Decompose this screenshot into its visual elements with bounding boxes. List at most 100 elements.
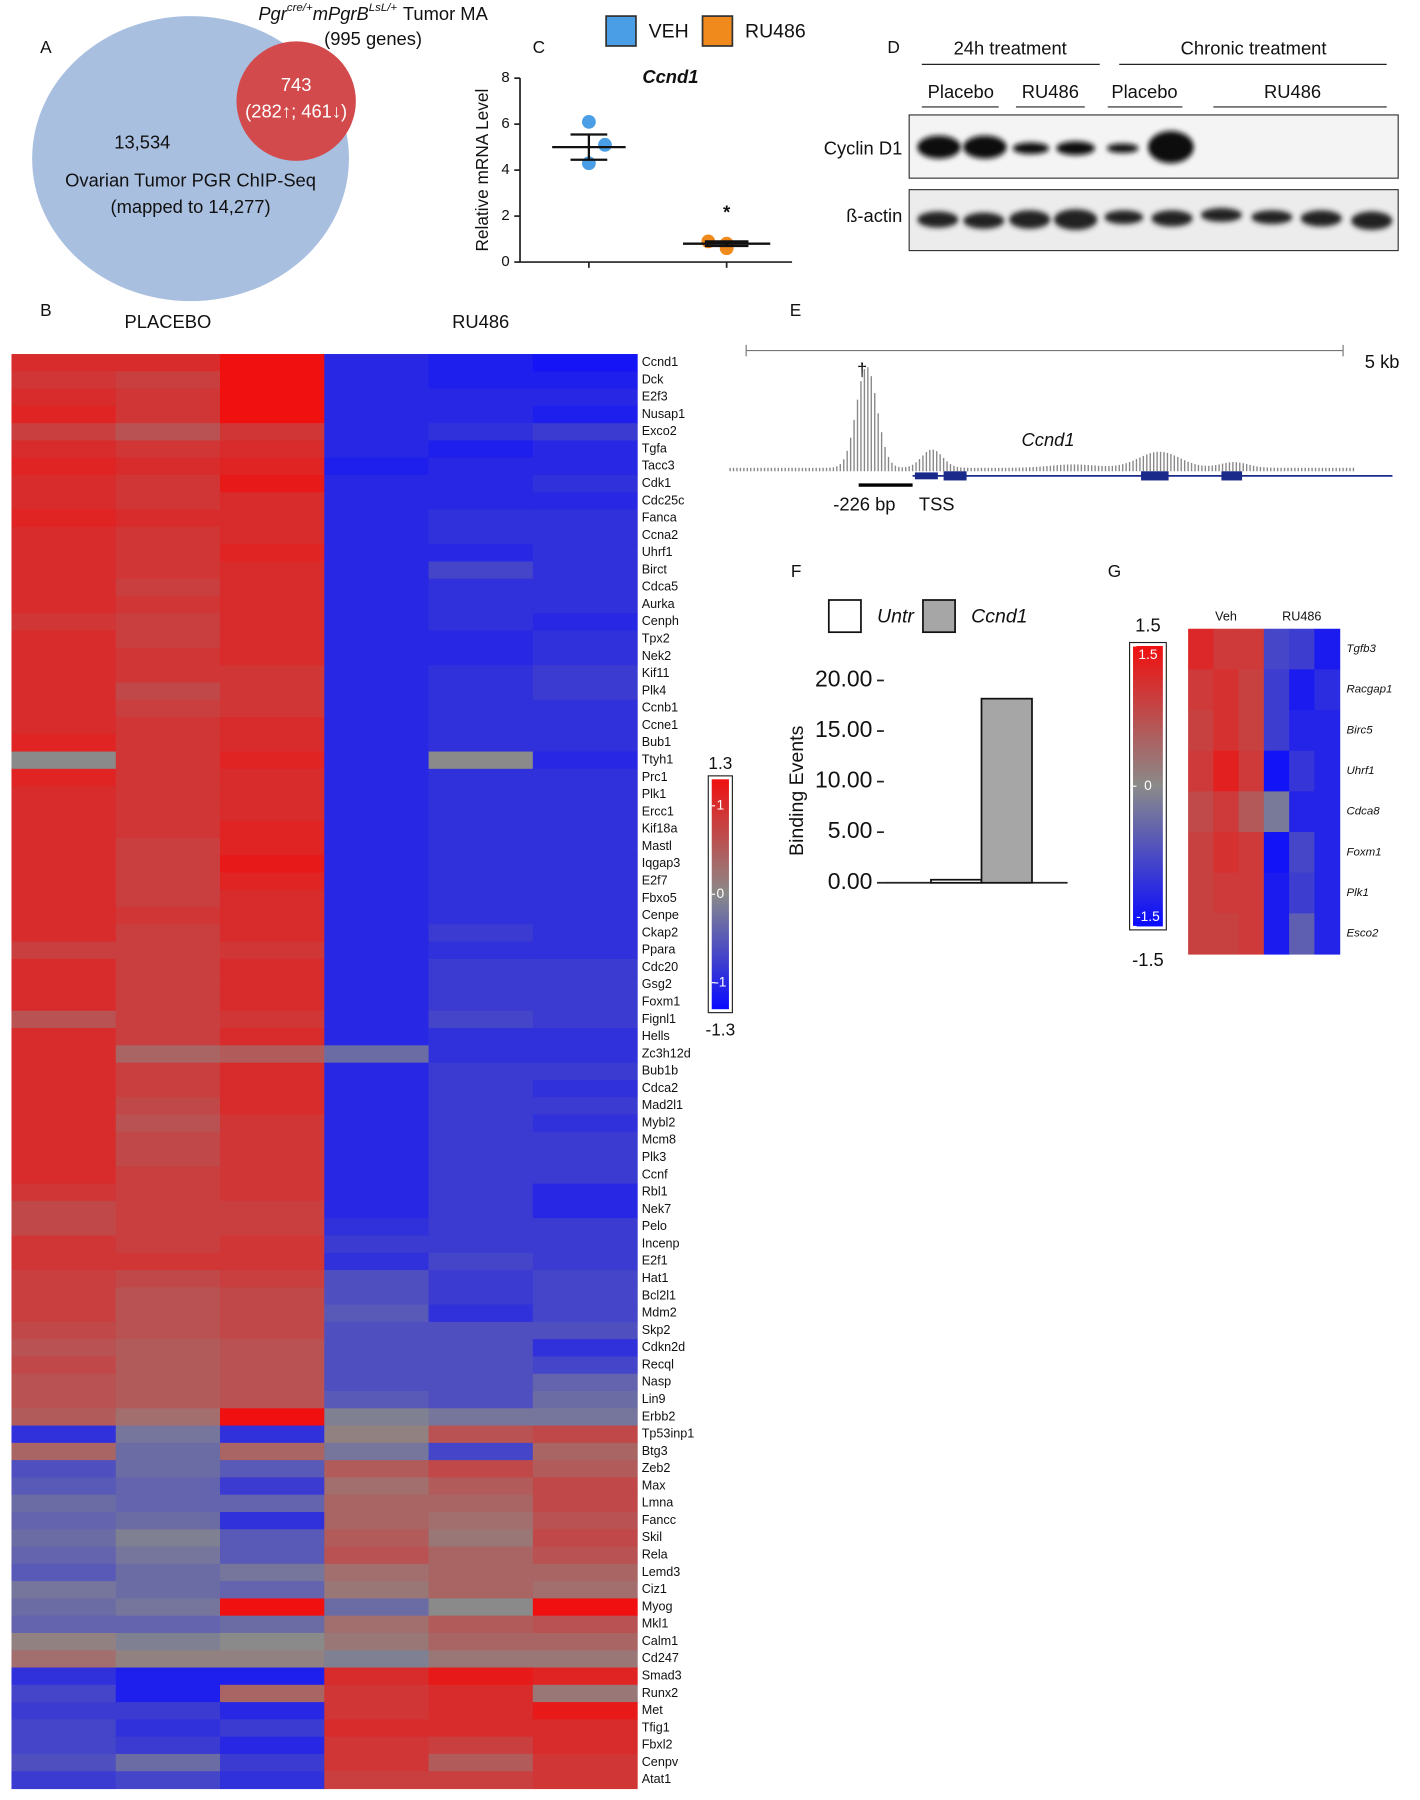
heatmap-cell [115, 1079, 221, 1098]
heatmap-cell [532, 475, 638, 493]
heatmap-cell [428, 613, 534, 632]
heatmap-cell [115, 492, 221, 511]
heatmap-cell [324, 1010, 430, 1029]
gene-label: Lin9 [642, 1392, 666, 1406]
y-tick-label: 15.00 [815, 716, 872, 742]
y-tick-label: 4 [501, 161, 509, 178]
heatmap-cell [11, 803, 117, 822]
heatmap-cell [324, 1598, 430, 1617]
title-superscript: LsL/+ [369, 2, 398, 14]
heatmap-cell [11, 1149, 117, 1167]
heatmap-cell [1289, 913, 1315, 955]
heatmap-cell [115, 837, 221, 856]
heatmap-cell [220, 1460, 325, 1478]
heatmap-cell [428, 1149, 534, 1167]
heatmap-cell [428, 388, 534, 407]
heatmap-cell [220, 1615, 325, 1634]
heatmap-cell [115, 1546, 221, 1565]
colorbar-tick-label: 0 [717, 886, 725, 901]
heatmap-cell [428, 1356, 534, 1375]
heatmap-cell [115, 1252, 221, 1271]
heatmap-cell [220, 1079, 325, 1098]
gene-label: Cdkn2d [642, 1340, 685, 1354]
gene-label: Mastl [642, 839, 672, 853]
gene-label: Birc5 [1347, 724, 1374, 736]
heatmap-cell [324, 354, 430, 372]
heatmap-cell [115, 889, 221, 908]
heatmap-cell [324, 1028, 430, 1046]
gene-label: E2f3 [642, 390, 668, 404]
heatmap-cell [428, 1304, 534, 1323]
heatmap-cell [115, 405, 221, 424]
heatmap-cell [428, 1425, 534, 1444]
heatmap-cell [1213, 628, 1240, 670]
heatmap-cell [532, 1494, 638, 1513]
heatmap-cell [532, 820, 638, 839]
heatmap-cell [532, 907, 638, 925]
heatmap-cell [220, 1166, 325, 1185]
heatmap-cell [324, 1270, 430, 1288]
heatmap-cell [11, 665, 117, 683]
band [917, 135, 961, 159]
heatmap-cell [428, 405, 534, 424]
heatmap-cell [11, 578, 117, 597]
heatmap-cell [220, 889, 325, 908]
heatmap-cell [1289, 669, 1315, 711]
heatmap-cell [324, 1529, 430, 1548]
heatmap-cell [1238, 750, 1265, 792]
heatmap-cell [220, 803, 325, 822]
heatmap-cell [324, 751, 430, 770]
heatmap-cell [324, 993, 430, 1012]
heatmap-cell [428, 1339, 534, 1358]
significance-mark: * [723, 202, 731, 223]
heatmap-cell [1263, 750, 1290, 792]
y-tick-label: 2 [501, 207, 509, 224]
heatmap-cell [324, 699, 430, 718]
heatmap-cell [220, 578, 325, 597]
heatmap-cell [532, 354, 638, 372]
heatmap-cell [115, 976, 221, 995]
heatmap-cell [115, 1045, 221, 1064]
heatmap-cell [220, 993, 325, 1012]
heatmap-cell [115, 786, 221, 804]
band [1012, 142, 1050, 155]
heatmap-cell [115, 1218, 221, 1237]
heatmap-cell [428, 803, 534, 822]
gene-label: Mcm8 [642, 1133, 676, 1147]
band [1351, 211, 1393, 230]
group-label: Chronic treatment [1181, 37, 1327, 58]
heatmap-cell [115, 665, 221, 683]
heatmap-cell [220, 1771, 325, 1790]
gene-label: Cdca8 [1347, 806, 1381, 818]
legend-label: Untr [877, 605, 915, 627]
heatmap-cell [428, 509, 534, 528]
heatmap-cell [428, 665, 534, 683]
heatmap-cell [428, 561, 534, 580]
heatmap-cell [220, 665, 325, 683]
gene-label: Ciz1 [642, 1582, 667, 1596]
heatmap-cell [11, 1632, 117, 1651]
gene-label: Tgfb3 [1347, 643, 1377, 655]
gene-label: Fbxl2 [642, 1738, 673, 1752]
heatmap-cell [532, 837, 638, 856]
heatmap-cell [11, 440, 117, 459]
heatmap-cell [11, 872, 117, 891]
heatmap-cell [428, 1097, 534, 1116]
heatmap-cell [220, 1270, 325, 1288]
heatmap-cell [220, 1684, 325, 1703]
heatmap-cell [428, 1028, 534, 1046]
cyclin-bands [917, 131, 1194, 164]
heatmap-cell [428, 1270, 534, 1288]
heatmap-cell [532, 544, 638, 562]
heatmap-cell [115, 388, 221, 407]
blot-row-label: ß-actin [846, 205, 902, 226]
heatmap-cell [532, 734, 638, 753]
heatmap-cell [220, 354, 325, 372]
gene-label: Cd247 [642, 1651, 679, 1665]
heatmap-cell [532, 1321, 638, 1340]
band [1300, 210, 1342, 227]
legend-label: Ccnd1 [971, 605, 1027, 627]
heatmap-cell [428, 751, 534, 770]
heatmap-cell [428, 1235, 534, 1254]
title-part: mPgrB [313, 3, 369, 24]
